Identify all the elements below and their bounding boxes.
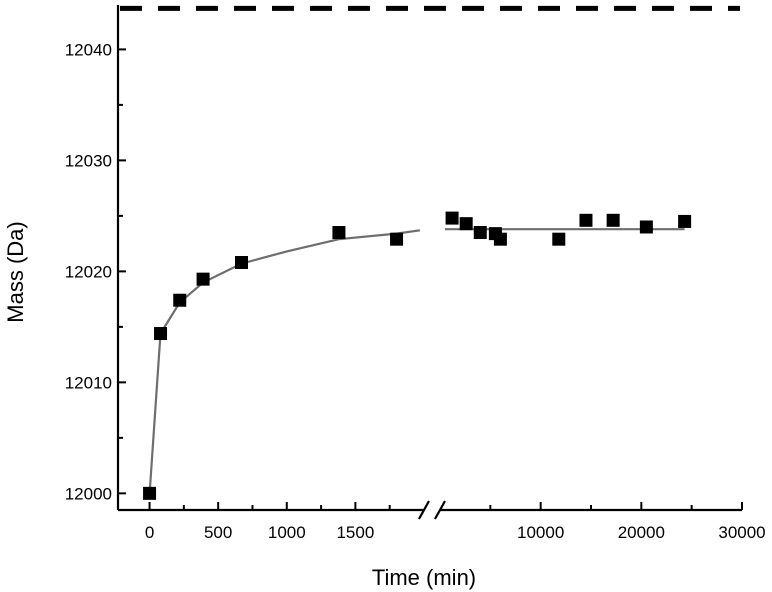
data-point-8 [445, 211, 459, 225]
data-point-15 [606, 213, 620, 227]
y-axis-title: Mass (Da) [3, 221, 28, 322]
axis-break-mark [434, 500, 446, 520]
data-point-6 [332, 226, 346, 240]
data-point-13 [552, 232, 566, 246]
data-point-1 [143, 486, 157, 500]
axis-break-mark [418, 500, 430, 520]
data-point-17 [678, 214, 692, 228]
axes: 12000 12010 12020 12030 12040 0 500 1000 1500 100… [65, 5, 766, 542]
data-point-14 [579, 213, 593, 227]
x-tick-label: 1000 [268, 523, 306, 542]
data-point-9 [459, 217, 473, 231]
x-tick-label: 30000 [718, 523, 765, 542]
x-tick-label: 10000 [517, 523, 564, 542]
y-tick-label: 12040 [65, 40, 112, 59]
x-tick-label: 500 [204, 523, 232, 542]
data-point-7 [390, 232, 404, 246]
y-tick-label: 12000 [65, 484, 112, 503]
x-tick-label: 20000 [618, 523, 665, 542]
data-point-4 [196, 272, 210, 286]
data-point-12 [493, 232, 507, 246]
data-point-10 [473, 226, 487, 240]
x-tick-label: 1500 [336, 523, 374, 542]
x-axis-title: Time (min) [372, 565, 476, 590]
data-point-16 [639, 220, 653, 234]
fit-line-segment-0 [148, 229, 421, 494]
data-point-3 [173, 293, 187, 307]
y-tick-label: 12010 [65, 373, 112, 392]
x-tick-label: 0 [145, 523, 154, 542]
y-tick-label: 12020 [65, 262, 112, 281]
y-tick-label: 12030 [65, 151, 112, 170]
data-point-2 [154, 327, 168, 341]
plot-area [120, 5, 740, 500]
data-point-5 [234, 255, 248, 269]
